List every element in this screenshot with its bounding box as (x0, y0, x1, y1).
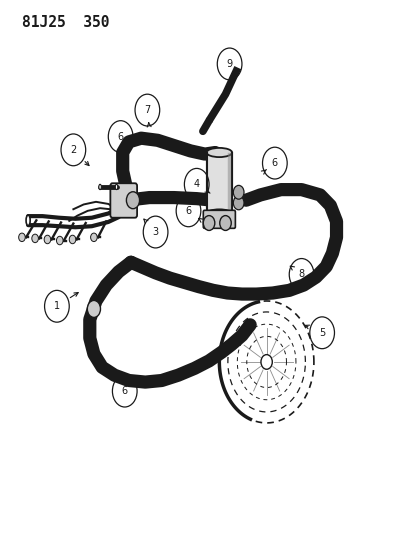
Circle shape (32, 234, 38, 243)
Text: 81J25  350: 81J25 350 (22, 14, 109, 30)
Text: 1: 1 (54, 301, 60, 311)
Circle shape (87, 301, 100, 317)
Circle shape (203, 216, 214, 230)
Ellipse shape (206, 209, 232, 217)
FancyBboxPatch shape (110, 183, 137, 217)
Circle shape (90, 233, 97, 241)
Text: 6: 6 (121, 386, 128, 396)
Circle shape (219, 216, 231, 230)
Ellipse shape (26, 215, 30, 225)
Text: 9: 9 (226, 59, 232, 69)
Circle shape (233, 196, 243, 210)
Text: 6: 6 (117, 132, 123, 142)
Text: 7: 7 (144, 105, 150, 115)
Circle shape (19, 233, 25, 241)
Text: 2: 2 (70, 145, 76, 155)
Ellipse shape (115, 184, 117, 190)
Text: 5: 5 (318, 328, 325, 338)
Circle shape (69, 235, 76, 244)
Circle shape (260, 354, 272, 369)
Text: 6: 6 (185, 206, 191, 216)
Ellipse shape (99, 184, 101, 190)
Circle shape (56, 236, 63, 245)
Circle shape (233, 185, 243, 199)
Text: 4: 4 (193, 179, 199, 189)
Text: 3: 3 (152, 227, 158, 237)
Bar (206, 152, 232, 214)
Circle shape (126, 192, 139, 209)
FancyBboxPatch shape (203, 211, 235, 228)
Text: 8: 8 (298, 270, 304, 279)
Circle shape (44, 235, 51, 244)
Text: 6: 6 (271, 158, 277, 168)
Ellipse shape (206, 148, 232, 157)
